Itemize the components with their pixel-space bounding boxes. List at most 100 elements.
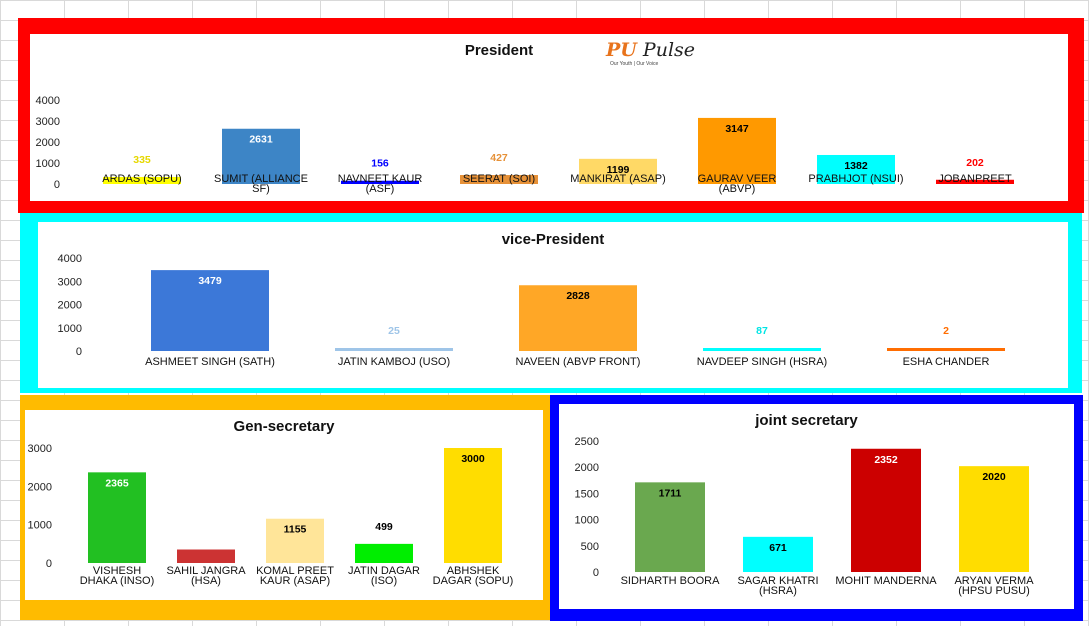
category-label: ARYAN VERMA (HPSU PUSU) (954, 575, 1034, 597)
y-tick-label: 0 (76, 346, 82, 358)
data-label: 3479 (198, 275, 222, 287)
data-label: 1711 (659, 487, 682, 499)
data-label: 2828 (566, 290, 590, 302)
category-label: ABHSHEK DAGAR (SOPU) (433, 565, 514, 587)
category-label: KOMAL PREET KAUR (ASAP) (256, 565, 334, 587)
data-label: 3147 (725, 123, 749, 135)
joint-secretary-panel: joint secretary 2500 2000 1500 1000 500 0 1711… (550, 395, 1083, 621)
data-label: 671 (769, 542, 787, 554)
y-tick-label: 0 (593, 567, 599, 579)
data-label: 2365 (105, 477, 129, 489)
bar (355, 543, 413, 563)
category-label: JATIN KAMBOJ (USO) (338, 356, 450, 368)
pu-pulse-logo: PU Pulse Our Youth | Our Voice (602, 37, 695, 67)
bar (887, 348, 1005, 351)
y-tick-label: 3000 (36, 116, 60, 128)
data-label: 87 (756, 325, 768, 337)
bar (341, 180, 419, 184)
data-label: 335 (133, 154, 151, 166)
bar (698, 117, 776, 184)
category-label: SAHIL JANGRA (HSA) (166, 565, 246, 587)
bar (743, 536, 813, 572)
bar (579, 158, 657, 184)
logo-tagline: Our Youth | Our Voice (610, 61, 659, 67)
bar (151, 270, 269, 351)
data-label: 2 (943, 325, 949, 337)
bar (177, 549, 235, 563)
data-label: 2631 (249, 134, 273, 146)
gen-svg: 3000 2000 1000 0 2365 VISHESH DHAKA (INSO) 352 S… (28, 443, 514, 587)
category-label: NAVDEEP SINGH (HSRA) (697, 356, 827, 368)
category-label: SIDHARTH BOORA (621, 575, 720, 587)
bar (817, 154, 895, 184)
y-tick-label: 1000 (575, 515, 599, 527)
category-label: GAURAV VEER (ABVP) (698, 173, 777, 195)
bar (936, 179, 1014, 184)
gen-secretary-title: Gen-secretary (233, 418, 335, 435)
bar (103, 176, 181, 184)
category-label: MOHIT MANDERNA (835, 575, 937, 587)
joint-secretary-title: joint secretary (755, 412, 858, 429)
president-chart: President 4000 3000 2000 1000 0 335 ARDAS (SOP… (30, 34, 1068, 201)
category-label: SEERAT (SOI) (463, 173, 535, 185)
y-tick-label: 2000 (575, 462, 599, 474)
data-label: 352 (197, 527, 215, 539)
data-label: 1382 (844, 160, 868, 172)
category-label: JATIN DAGAR (ISO) (348, 565, 420, 587)
category-label: SAGAR KHATRI (HSRA) (737, 575, 818, 597)
bar (959, 466, 1029, 572)
y-tick-label: 1000 (36, 158, 60, 170)
y-tick-label: 1000 (58, 323, 82, 335)
category-label: MANKIRAT (ASAP) (570, 173, 666, 185)
bar (519, 285, 637, 351)
bar (444, 448, 502, 563)
data-label: 202 (966, 157, 984, 169)
y-tick-label: 2500 (575, 436, 599, 448)
bar (635, 482, 705, 572)
y-tick-label: 500 (581, 541, 599, 553)
data-label: 156 (371, 158, 389, 170)
category-label: NAVNEET KAUR (ASF) (338, 173, 423, 195)
y-tick-label: 2000 (58, 300, 82, 312)
bar (88, 472, 146, 563)
y-tick-label: 0 (54, 179, 60, 191)
y-tick-label: 4000 (36, 95, 60, 107)
vice-president-chart: vice-President 4000 3000 2000 1000 0 3479 ASHM… (38, 222, 1068, 388)
data-label: 1199 (607, 164, 630, 176)
y-tick-label: 0 (46, 558, 52, 570)
y-tick-label: 1000 (28, 520, 52, 532)
data-label: 3000 (461, 453, 485, 465)
y-tick-label: 2000 (36, 137, 60, 149)
category-label: NAVEEN (ABVP FRONT) (516, 356, 641, 368)
data-label: 2352 (874, 454, 898, 466)
bar (703, 348, 821, 351)
bar (335, 348, 453, 351)
data-label: 427 (490, 152, 508, 164)
category-label: SUMIT (ALLIANCE SF) (214, 173, 308, 195)
vice-president-title: vice-President (501, 231, 605, 248)
data-label: 1155 (284, 524, 307, 536)
data-label: 499 (375, 521, 393, 533)
joint-svg: 2500 2000 1500 1000 500 0 1711 SIDHARTH BOORA 67… (575, 436, 1035, 597)
category-label: JOBANPREET (938, 173, 1012, 185)
vice-svg: 4000 3000 2000 1000 0 3479 ASHMEET SINGH (SATH… (58, 253, 1005, 368)
president-svg: 4000 3000 2000 1000 0 335 ARDAS (SOPU) 2631 SUMI… (36, 95, 1014, 195)
gen-secretary-panel: Gen-secretary 3000 2000 1000 0 2365 VISHESH DH… (20, 395, 550, 620)
bar (266, 518, 324, 563)
bar (222, 128, 300, 184)
president-panel: President 4000 3000 2000 1000 0 335 ARDAS (SOP… (18, 18, 1084, 213)
y-tick-label: 3000 (28, 443, 52, 455)
category-label: ESHA CHANDER (903, 356, 990, 368)
logo-text: PU Pulse (606, 39, 696, 61)
y-tick-label: 2000 (28, 481, 52, 493)
gen-secretary-chart: Gen-secretary 3000 2000 1000 0 2365 VISHESH DH… (25, 410, 543, 600)
data-label: 2020 (982, 471, 1006, 483)
bar (460, 175, 538, 184)
y-tick-label: 1500 (575, 488, 599, 500)
y-tick-label: 3000 (58, 276, 82, 288)
category-label: ASHMEET SINGH (SATH) (145, 356, 275, 368)
vice-president-panel: vice-President 4000 3000 2000 1000 0 3479 ASHM… (20, 213, 1082, 393)
joint-secretary-chart: joint secretary 2500 2000 1500 1000 500 0 1711… (559, 404, 1074, 609)
y-tick-label: 4000 (58, 253, 82, 265)
president-title: President (464, 42, 534, 59)
